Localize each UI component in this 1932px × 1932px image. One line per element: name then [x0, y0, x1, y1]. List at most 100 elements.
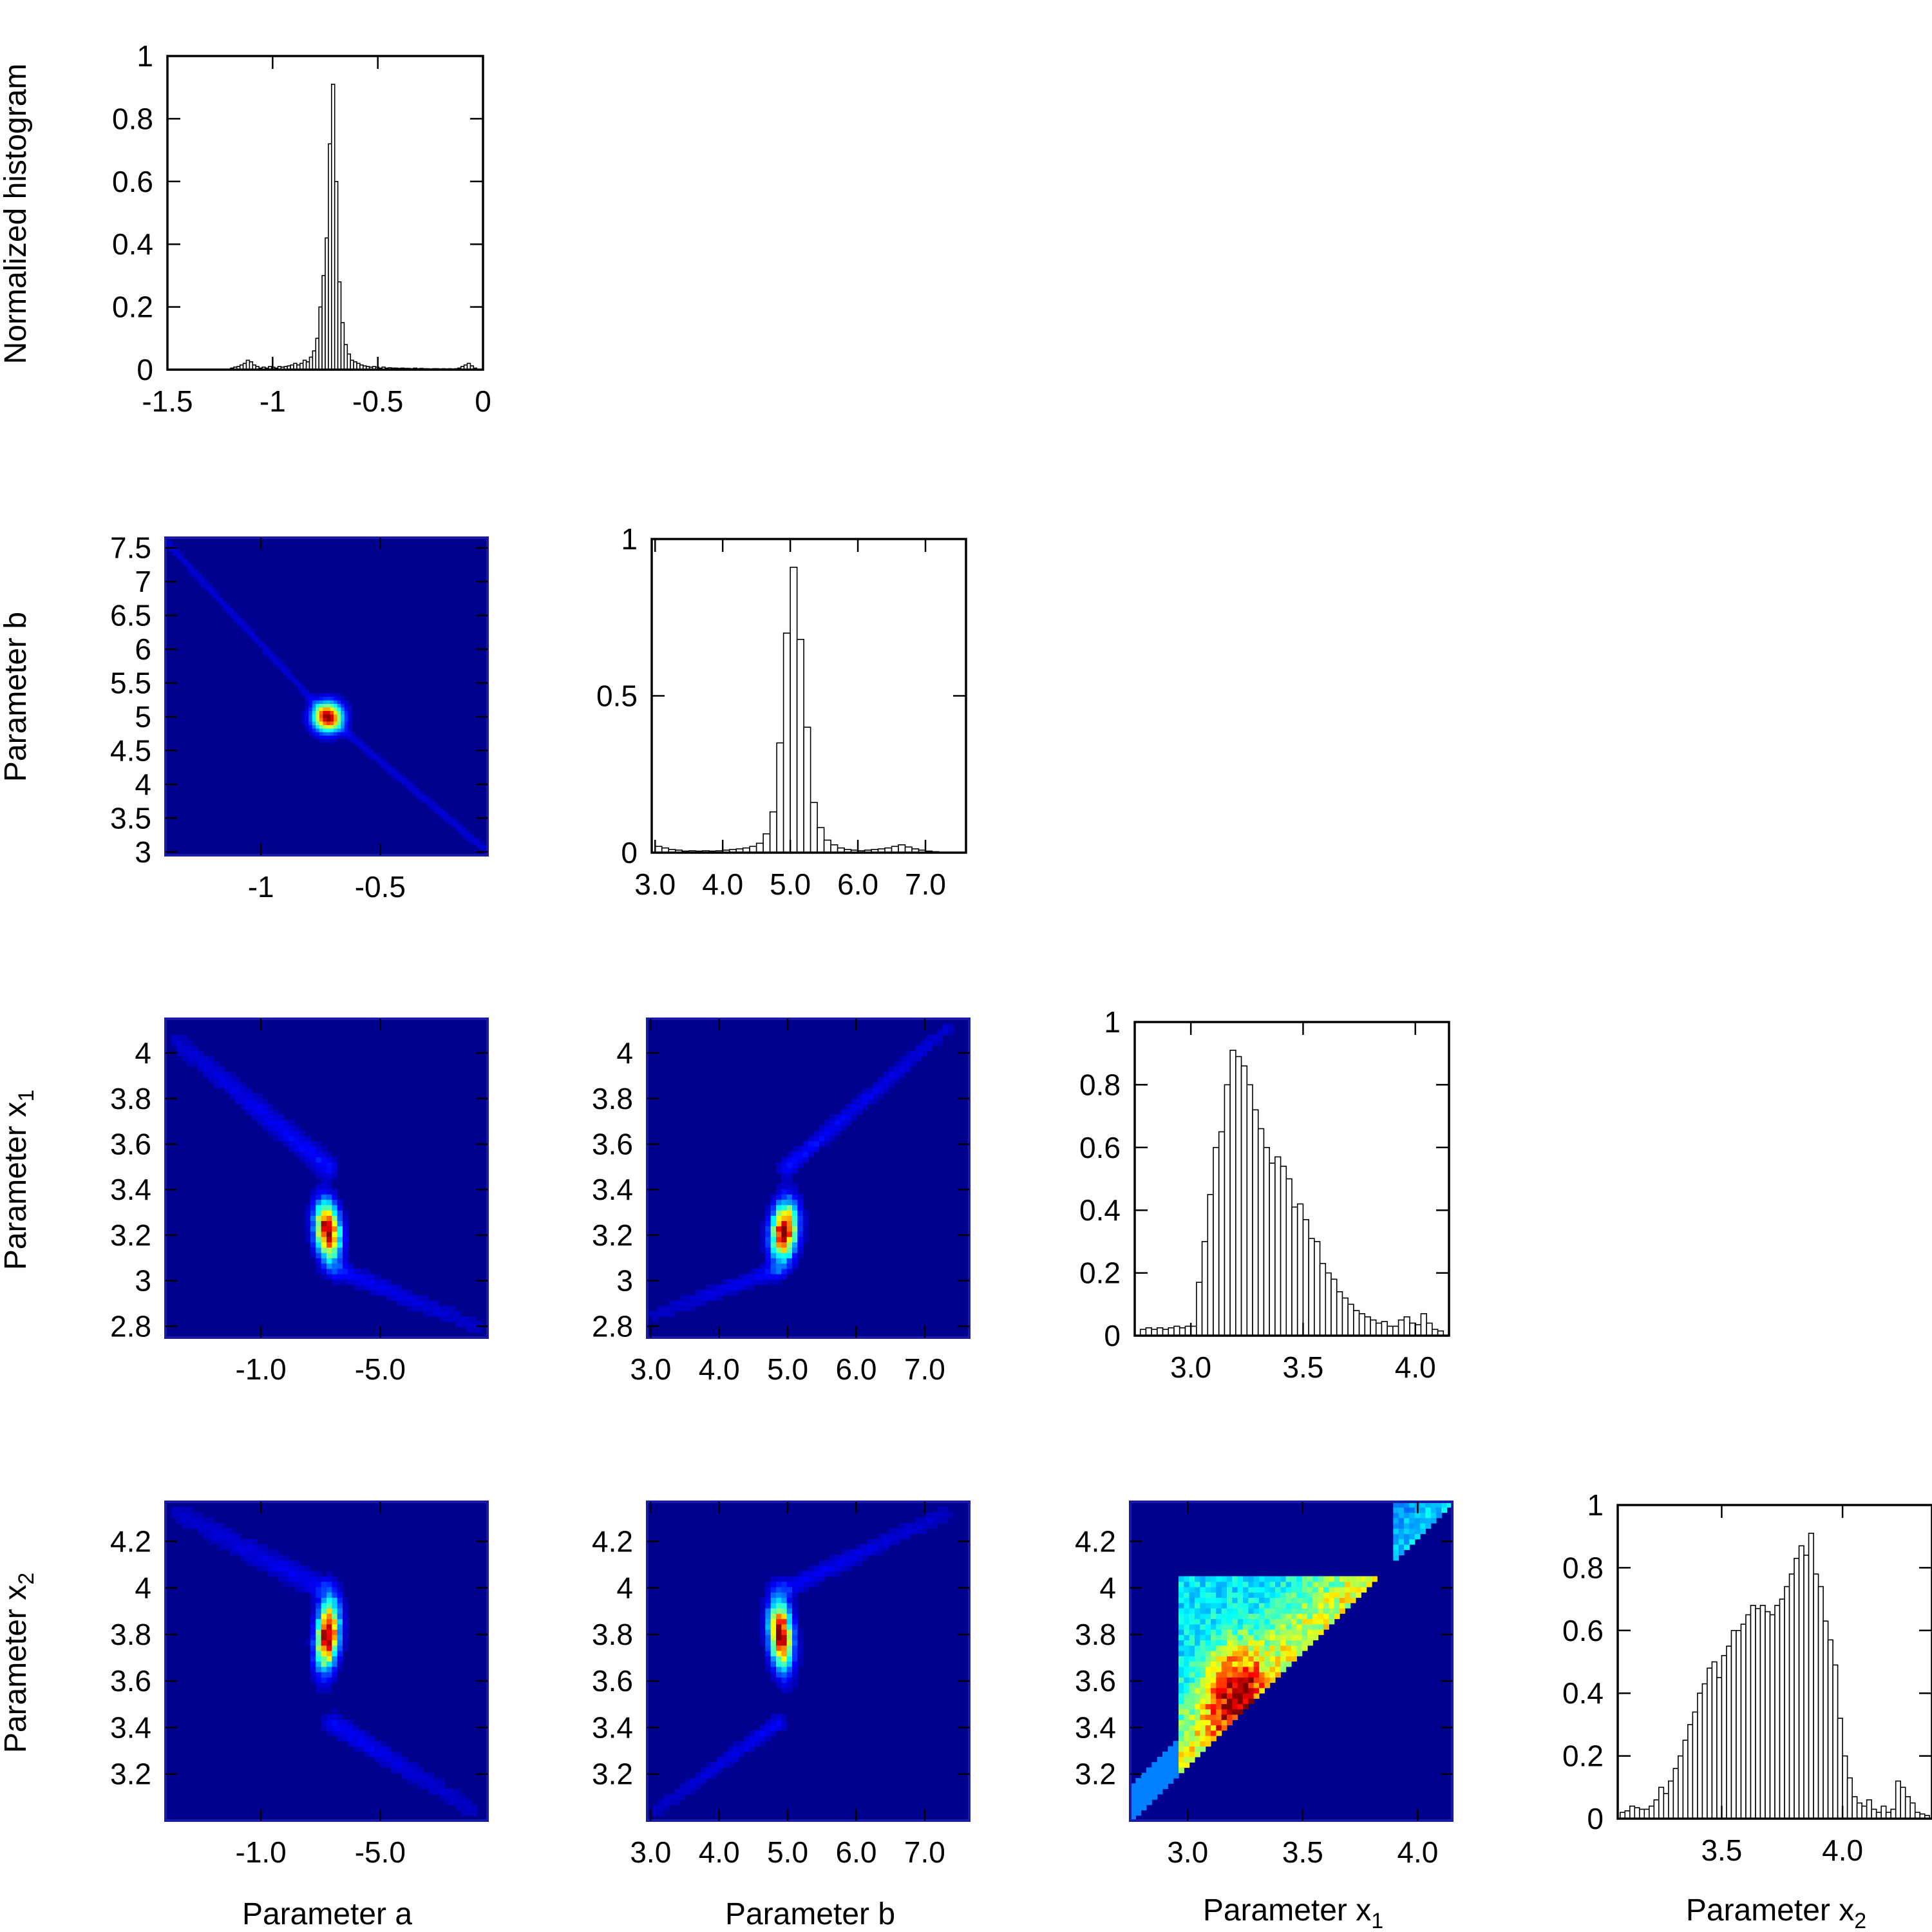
heatmap-cell [321, 1672, 327, 1678]
heatmap-cell [310, 1157, 316, 1163]
heatmap-cell [348, 706, 352, 712]
heatmap-cell [321, 1199, 327, 1206]
heatmap-cell [797, 1210, 804, 1216]
heatmap-cell [321, 1247, 327, 1253]
heatmap-cell [1340, 1587, 1345, 1593]
heatmap-cell [332, 1189, 338, 1195]
heatmap-cell [1221, 1651, 1227, 1656]
histogram-bar [1808, 1533, 1814, 1819]
heatmap-cell [433, 1783, 440, 1790]
heatmap-cell [380, 1279, 386, 1285]
heatmap-cell [323, 735, 327, 739]
heatmap-cell [829, 1114, 836, 1121]
heatmap-cell [910, 1061, 916, 1067]
heatmap-cell [417, 1305, 424, 1312]
heatmap-cell [674, 1799, 680, 1805]
heatmap-cell [1195, 1730, 1200, 1736]
heatmap-cell [1221, 1719, 1227, 1726]
heatmap-cell [776, 1613, 782, 1620]
heatmap-cell [728, 1757, 734, 1763]
heatmap-cell [873, 1544, 878, 1550]
heatmap-cell [283, 1125, 290, 1131]
heatmap-cell [1184, 1645, 1190, 1651]
histogram-bar [1755, 1607, 1761, 1819]
heatmap-cell [334, 696, 338, 701]
heatmap-cell [1285, 1576, 1292, 1582]
heatmap-cell [792, 1157, 798, 1163]
heatmap-cell [332, 1602, 338, 1609]
heatmap-cell [1329, 1618, 1335, 1625]
heatmap-cell [359, 1268, 365, 1274]
heatmap-cell [1275, 1629, 1281, 1635]
heatmap-cell [942, 1024, 949, 1030]
heatmap-cell [237, 622, 242, 627]
heatmap-cell [808, 1571, 814, 1577]
histogram-bar [1687, 1724, 1694, 1819]
ytick-label: 7 [135, 565, 151, 598]
ytick-label: 0 [621, 836, 638, 869]
heatmap-cell [1253, 1651, 1260, 1656]
heatmap-cell [1216, 1613, 1222, 1620]
heatmap-cell [327, 1183, 332, 1189]
heatmap-cell [1205, 1687, 1211, 1694]
heatmap-cell [770, 1242, 777, 1248]
histogram-bar [1364, 1316, 1371, 1336]
heatmap-cell [469, 841, 474, 846]
heatmap-cell [344, 735, 348, 739]
heatmap-cell [321, 1194, 327, 1200]
heatmap-cell [1232, 1693, 1238, 1699]
heatmap-cell [337, 1199, 343, 1206]
heatmap-cell [1248, 1587, 1255, 1593]
heatmap-cell [1195, 1741, 1200, 1747]
heatmap-cell [299, 1566, 306, 1571]
heatmap-cell [1329, 1608, 1335, 1614]
heatmap-cell [1356, 1581, 1361, 1587]
heatmap-cell [1264, 1629, 1271, 1635]
heatmap-cell [169, 548, 173, 553]
heatmap-cell [321, 1608, 327, 1614]
heatmap-cell [802, 1581, 809, 1587]
heatmap-cell [337, 693, 341, 697]
heatmap-cell [765, 1608, 772, 1614]
heatmap-cell [182, 1523, 187, 1529]
heatmap-cell [835, 1566, 841, 1571]
heatmap-cell [316, 714, 320, 718]
heatmap-cell [776, 1725, 782, 1731]
histogram-bar [1653, 1799, 1660, 1819]
heatmap-cell [1318, 1581, 1324, 1587]
heatmap-cell [1243, 1592, 1249, 1598]
heatmap-cell [760, 1736, 766, 1741]
heatmap-cell [323, 706, 327, 712]
heatmap-cell [344, 714, 348, 718]
heatmap-cell [1179, 1629, 1184, 1635]
heatmap-cell [1275, 1597, 1281, 1604]
heatmap-cell [1211, 1682, 1217, 1689]
histogram-bar [1827, 1639, 1833, 1819]
heatmap-cell [792, 1587, 798, 1593]
heatmap-cell [1184, 1576, 1190, 1582]
heatmap-cell [738, 1741, 744, 1747]
heatmap-cell [781, 1247, 788, 1253]
heatmap-cell [829, 1125, 836, 1131]
heatmap-cell [364, 1741, 370, 1747]
heatmap-cell [781, 1597, 788, 1604]
heatmap-cell [1243, 1656, 1249, 1662]
heatmap-cell [1211, 1592, 1217, 1598]
ytick-label: 0.2 [1079, 1256, 1121, 1290]
heatmap-cell [327, 1634, 332, 1641]
heatmap-cell [230, 1533, 236, 1540]
heatmap-cell [176, 1507, 182, 1513]
ytick-label: 4.2 [592, 1524, 633, 1558]
heatmap-cell [480, 848, 485, 853]
heatmap-cell [180, 558, 184, 563]
heatmap-cell [321, 1602, 327, 1609]
histogram-bar [1638, 1808, 1645, 1819]
heatmap-cell [1205, 1741, 1211, 1747]
heatmap-cell [889, 1083, 895, 1088]
xtick-label: 4.0 [699, 1352, 740, 1386]
heatmap-cell [1243, 1576, 1249, 1582]
heatmap-cell [1393, 1523, 1399, 1529]
heatmap-cell [316, 699, 320, 705]
heatmap-cell [283, 1571, 290, 1577]
ytick-label: 3.2 [1075, 1757, 1116, 1791]
